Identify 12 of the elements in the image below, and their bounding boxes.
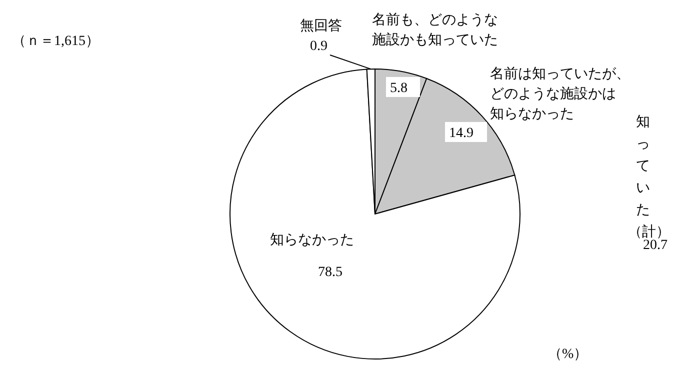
slice-label: 名前は知っていたが、どのような施設かは知らなかった	[490, 66, 630, 122]
data-label: 0.9	[310, 39, 328, 54]
data-label: 14.9	[449, 126, 474, 141]
text: 知っていた（計）	[628, 114, 670, 240]
text: （ｎ＝1,615）	[12, 33, 100, 50]
slice-label: 無回答	[300, 18, 342, 34]
slice-label: 知らなかった	[270, 232, 354, 248]
slice-label: 名前も、どのような施設かも知っていた	[372, 12, 498, 48]
data-label: 78.5	[318, 265, 342, 280]
text: 20.7	[643, 238, 668, 254]
data-label: 5.8	[390, 81, 408, 96]
text: （%）	[548, 346, 588, 363]
